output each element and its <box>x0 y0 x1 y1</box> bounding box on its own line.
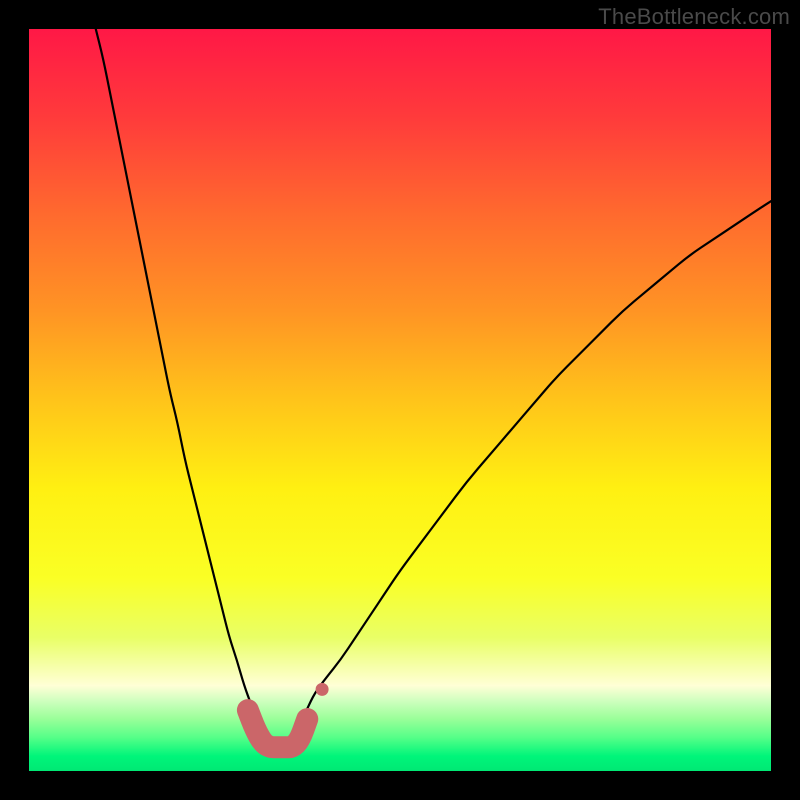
watermark-text: TheBottleneck.com <box>598 4 790 30</box>
bottleneck-chart <box>0 0 800 800</box>
plot-background <box>29 29 771 771</box>
optimum-marker-dot <box>316 683 329 696</box>
chart-container: TheBottleneck.com <box>0 0 800 800</box>
